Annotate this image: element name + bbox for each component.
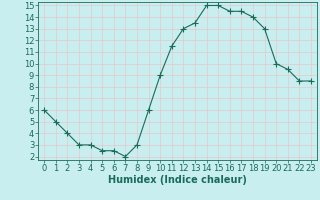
X-axis label: Humidex (Indice chaleur): Humidex (Indice chaleur) (108, 175, 247, 185)
